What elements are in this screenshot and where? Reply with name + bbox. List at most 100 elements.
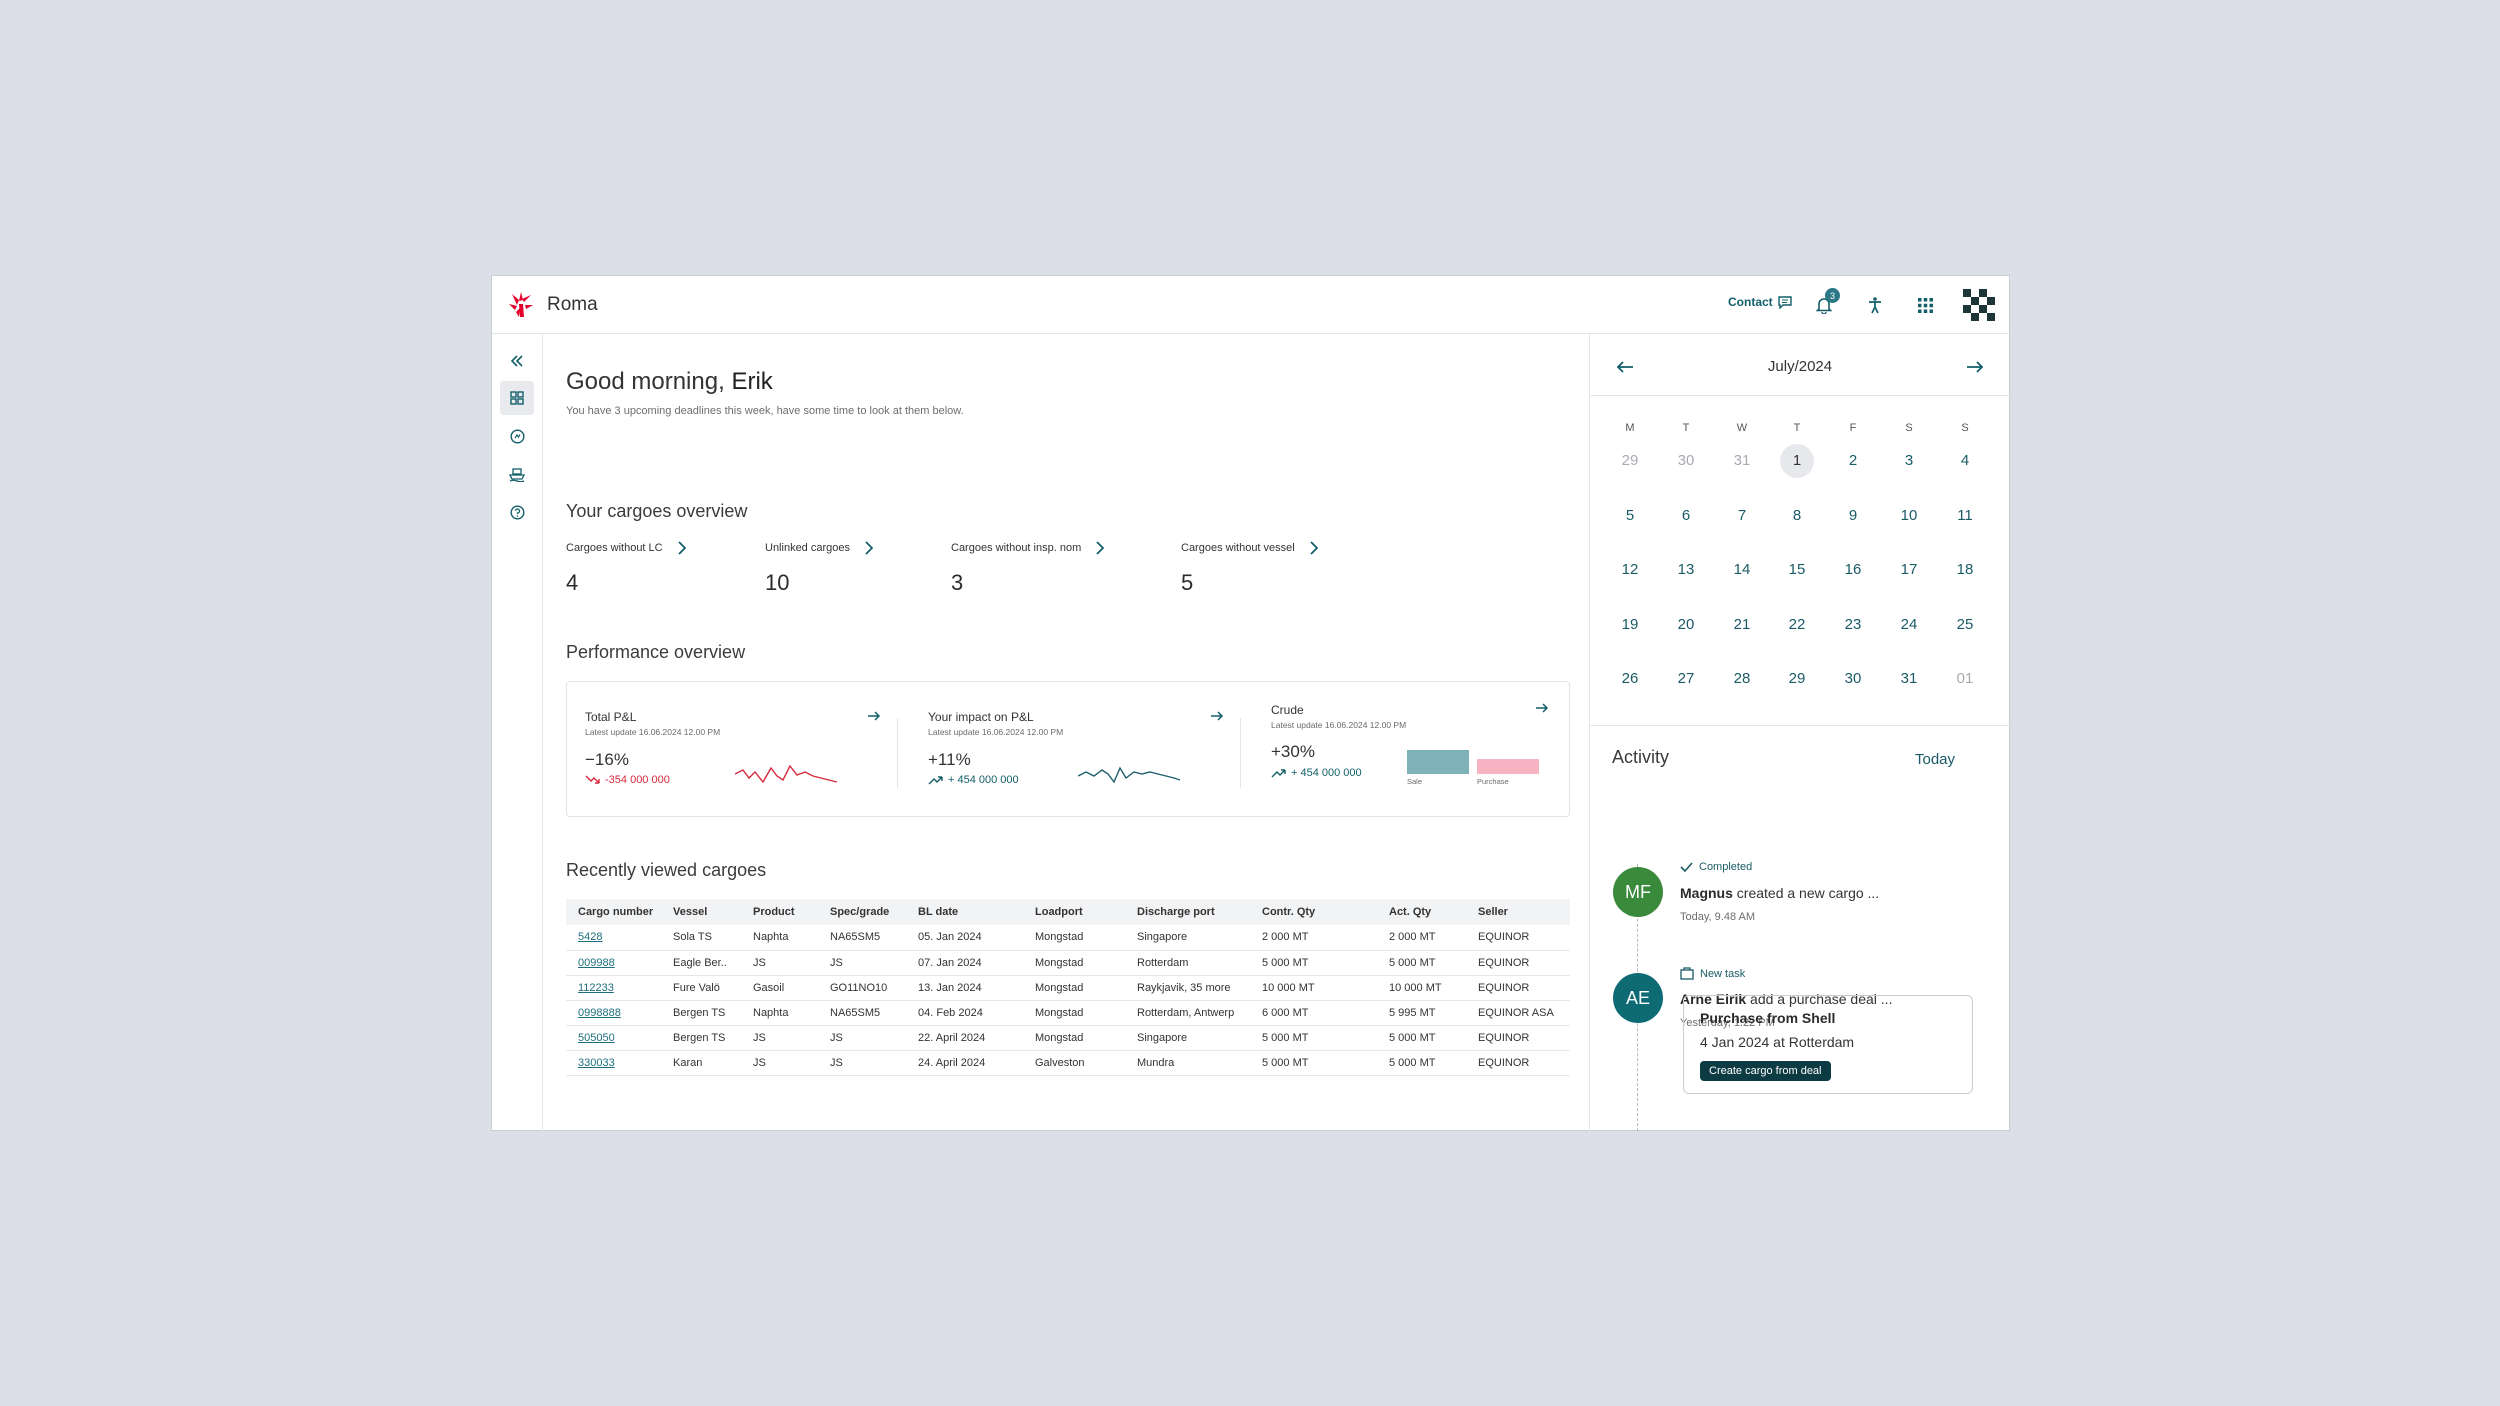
calendar-day[interactable]: 31 [1900, 670, 1918, 687]
perf-update: Latest update 16.06.2024 12.00 PM [1271, 720, 1407, 730]
perf-your-impact[interactable]: Your impact on P&L Latest update 16.06.2… [928, 682, 1224, 816]
calendar-day[interactable]: 23 [1844, 615, 1862, 633]
calendar-day[interactable]: 2 [1848, 452, 1858, 469]
cargo-number-link[interactable]: 330033 [566, 1050, 661, 1076]
company-logo-icon[interactable] [506, 290, 536, 320]
calendar-day[interactable]: 28 [1733, 670, 1751, 687]
calendar-prev-button[interactable] [1612, 354, 1638, 380]
calendar-day[interactable]: 5 [1625, 506, 1635, 524]
calendar-day[interactable]: 19 [1621, 615, 1639, 633]
notifications-button[interactable]: 3 [1811, 288, 1840, 318]
cargo-number-link[interactable]: 0998888 [566, 1000, 661, 1026]
calendar-day[interactable]: 01 [1956, 670, 1974, 687]
table-row[interactable]: 0998888 Bergen TS Naphta NA65SM5 04. Feb 202… [566, 1000, 1570, 1026]
column-header[interactable]: Act. Qty [1377, 899, 1466, 925]
column-header[interactable]: BL date [906, 899, 1023, 925]
column-header[interactable]: Loadport [1023, 899, 1125, 925]
kpi-card[interactable]: Cargoes without vessel 5 [1181, 541, 1318, 596]
calendar-day[interactable]: 18 [1956, 561, 1974, 578]
table-row[interactable]: 505050 Bergen TS JS JS 22. April 2024 Mongsta… [566, 1025, 1570, 1051]
rail-item-help[interactable] [500, 495, 534, 529]
calendar-day[interactable]: 4 [1960, 452, 1970, 469]
rail-item-vessels[interactable] [500, 457, 534, 491]
table-row[interactable]: 112233 Fure Valö Gasoil GO11NO10 13. Jan 202… [566, 975, 1570, 1001]
cargo-number-link[interactable]: 5428 [566, 925, 661, 951]
calendar-next-button[interactable] [1962, 354, 1988, 380]
calendar-day-today[interactable]: 1 [1780, 444, 1814, 478]
calendar-day[interactable]: 27 [1677, 670, 1695, 687]
calendar-day[interactable]: 29 [1621, 452, 1639, 469]
calendar-day[interactable]: 6 [1681, 506, 1691, 524]
perf-crude[interactable]: Crude Latest update 16.06.2024 12.00 PM … [1271, 682, 1561, 816]
chevron-right-icon[interactable] [864, 541, 873, 555]
calendar-day[interactable]: 8 [1792, 506, 1802, 524]
table-row[interactable]: 009988 Eagle Ber.. JS JS 07. Jan 2024 Mongsta… [566, 950, 1570, 976]
column-header[interactable]: Discharge port [1125, 899, 1250, 925]
calendar-day[interactable]: 17 [1900, 561, 1918, 578]
calendar-day[interactable]: 3 [1904, 452, 1914, 469]
chevron-right-icon[interactable] [677, 541, 686, 555]
calendar-day[interactable]: 9 [1848, 506, 1858, 524]
table-row[interactable]: 5428 Sola TS Naphta NA65SM5 05. Jan 2024 Mong… [566, 925, 1570, 951]
column-header[interactable]: Vessel [661, 899, 741, 925]
calendar-day[interactable]: 30 [1844, 670, 1862, 687]
app-window: Roma Contact 3 [491, 275, 2010, 1131]
rail-item-dashboard[interactable] [500, 381, 534, 415]
calendar-day[interactable]: 15 [1788, 561, 1806, 578]
calendar-day[interactable]: 22 [1788, 615, 1806, 633]
perf-name: Your impact on P&L [928, 710, 1034, 724]
calendar-day[interactable]: 16 [1844, 561, 1862, 578]
chevron-right-icon[interactable] [1095, 541, 1105, 555]
kpi-card[interactable]: Cargoes without insp. nom 3 [951, 541, 1105, 596]
calendar-day[interactable]: 10 [1900, 506, 1918, 524]
calendar-day[interactable]: 31 [1733, 452, 1751, 469]
collapse-button[interactable] [500, 344, 534, 378]
arrow-right-icon[interactable] [867, 710, 881, 722]
column-header[interactable]: Cargo number [566, 899, 661, 925]
rail-item-deals[interactable] [500, 419, 534, 453]
create-cargo-button[interactable]: Create cargo from deal [1700, 1061, 1831, 1081]
column-header[interactable]: Product [741, 899, 818, 925]
calendar-day[interactable]: 30 [1677, 452, 1695, 469]
cargo-number-link[interactable]: 112233 [566, 975, 661, 1001]
calendar-day[interactable]: 25 [1956, 615, 1974, 633]
table-cell: Gasoil [741, 975, 818, 1001]
kpi-card[interactable]: Cargoes without LC 4 [566, 541, 686, 596]
cargoes-overview-title: Your cargoes overview [566, 501, 748, 521]
kpi-label[interactable]: Cargoes without LC [566, 541, 686, 555]
kpi-card[interactable]: Unlinked cargoes 10 [765, 541, 873, 596]
contact-button[interactable]: Contact [1728, 295, 1792, 309]
arrow-right-icon[interactable] [1210, 710, 1224, 722]
cargo-number-link[interactable]: 505050 [566, 1025, 661, 1051]
deal-card[interactable]: Purchase from Shell 4 Jan 2024 at Rotter… [1683, 995, 1973, 1094]
activity-text[interactable]: Magnus created a new cargo ... [1680, 885, 1879, 901]
calendar-day[interactable]: 21 [1733, 615, 1751, 633]
table-row[interactable]: 330033 Karan JS JS 24. April 2024 Galveston Mu… [566, 1050, 1570, 1076]
user-avatar[interactable] [1962, 288, 1996, 322]
activity-filter-today[interactable]: Today [1915, 751, 1956, 768]
kpi-label[interactable]: Unlinked cargoes [765, 541, 873, 555]
accessibility-button[interactable] [1862, 292, 1888, 318]
chevron-right-icon[interactable] [1309, 541, 1318, 555]
column-header[interactable]: Seller [1466, 899, 1570, 925]
column-header[interactable]: Spec/grade [818, 899, 906, 925]
calendar-day[interactable]: 13 [1677, 561, 1695, 578]
perf-total-pnl[interactable]: Total P&L Latest update 16.06.2024 12.00… [585, 682, 881, 816]
calendar-day[interactable]: 26 [1621, 670, 1639, 687]
calendar-day[interactable]: 29 [1788, 670, 1806, 687]
calendar-day[interactable]: 12 [1621, 561, 1639, 578]
arrow-right-icon[interactable] [1535, 702, 1549, 714]
calendar-day[interactable]: 20 [1677, 615, 1695, 633]
kpi-label[interactable]: Cargoes without vessel [1181, 541, 1318, 555]
trend-up-icon [928, 776, 943, 785]
apps-button[interactable] [1912, 292, 1938, 318]
cargo-number-link[interactable]: 009988 [566, 950, 661, 976]
calendar-day[interactable]: 11 [1957, 506, 1973, 524]
kpi-value: 3 [951, 570, 964, 595]
kpi-label[interactable]: Cargoes without insp. nom [951, 541, 1105, 555]
task-icon [1680, 967, 1694, 980]
calendar-day[interactable]: 14 [1733, 561, 1751, 578]
calendar-day[interactable]: 24 [1900, 615, 1918, 633]
column-header[interactable]: Contr. Qty [1250, 899, 1377, 925]
calendar-day[interactable]: 7 [1737, 506, 1747, 524]
